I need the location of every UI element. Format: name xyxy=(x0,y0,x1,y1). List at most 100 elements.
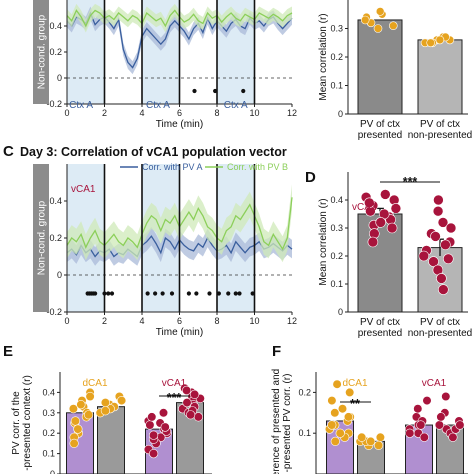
data-point xyxy=(182,398,192,408)
significance-stars: *** xyxy=(403,175,418,189)
category-label: PV of ctx presented xyxy=(358,119,402,141)
category-label: PV of ctx non-presented xyxy=(408,317,473,339)
data-point xyxy=(147,412,157,422)
group-side-label: Non-cond. group xyxy=(37,14,48,89)
panel-label: C xyxy=(3,143,14,160)
y-tick-label: 0 xyxy=(50,469,55,474)
x-tick-label: 8 xyxy=(214,316,219,326)
data-point xyxy=(367,236,379,248)
group-label: vCA1 xyxy=(422,378,447,389)
data-point xyxy=(76,400,86,410)
data-point xyxy=(416,420,426,430)
data-point xyxy=(100,398,110,408)
event-dot xyxy=(145,291,150,296)
data-point xyxy=(430,231,441,242)
data-point xyxy=(455,420,465,430)
data-point xyxy=(149,430,159,440)
y-tick-label: 0.2 xyxy=(49,233,62,243)
y-axis-label: PV corr. of the-presented context (r) xyxy=(11,375,33,471)
data-point xyxy=(366,436,376,447)
group-side-label-box xyxy=(33,0,49,104)
data-point xyxy=(388,21,398,31)
data-point xyxy=(70,416,80,426)
event-dot xyxy=(160,291,165,296)
y-tick-label: 0.3 xyxy=(330,223,343,233)
data-point xyxy=(440,239,451,251)
event-dot xyxy=(216,291,221,296)
y-axis-label-line: -presented PV corr. (r) xyxy=(282,374,293,473)
significance-stars: ** xyxy=(350,397,360,411)
event-dot xyxy=(169,291,175,296)
data-point xyxy=(190,389,200,400)
category-label-line: PV of ctx xyxy=(360,317,400,328)
data-point xyxy=(373,24,383,33)
legend-label: Corr. with PV B xyxy=(227,162,288,172)
y-tick-label: 0.3 xyxy=(42,408,55,418)
x-axis-label: Time (min) xyxy=(156,327,203,338)
event-dot xyxy=(241,88,246,94)
group-label: dCA1 xyxy=(82,378,107,389)
y-axis-label-line: erence of presented and xyxy=(271,369,282,474)
event-dot xyxy=(186,291,191,296)
category-label-line: PV of ctx xyxy=(420,317,460,328)
data-point xyxy=(436,273,447,284)
y-tick-label: 0.4 xyxy=(330,195,343,205)
panel-label: D xyxy=(305,169,316,186)
data-point xyxy=(375,217,387,228)
bar xyxy=(357,19,403,115)
data-point xyxy=(445,222,457,234)
x-tick-label: 12 xyxy=(287,108,297,118)
y-tick-label: 0.2 xyxy=(49,47,62,57)
x-tick-label: 2 xyxy=(102,108,107,118)
x-tick-label: 0 xyxy=(64,108,69,118)
data-point xyxy=(182,385,192,396)
region-label: vCA1 xyxy=(71,184,96,195)
event-dot xyxy=(213,88,218,94)
data-point xyxy=(145,420,155,430)
event-dot xyxy=(93,291,98,296)
data-point xyxy=(149,449,159,459)
group-side-label-box xyxy=(33,164,49,312)
category-label-line: non-presented xyxy=(408,130,473,141)
x-tick-label: 12 xyxy=(287,316,297,326)
y-axis-label-line: -presented context (r) xyxy=(22,375,33,471)
y-axis-label: Mean correlation (r) xyxy=(318,13,329,100)
region-label: vCA1 xyxy=(352,202,377,213)
y-axis-label-line: Mean correlation (r) xyxy=(318,198,329,285)
data-point xyxy=(330,436,340,447)
data-point xyxy=(337,404,348,414)
y-tick-label: 0 xyxy=(57,270,62,280)
data-point xyxy=(434,420,445,430)
event-dot xyxy=(106,291,111,296)
y-tick-label: 0.1 xyxy=(330,279,343,289)
event-dot xyxy=(192,88,197,94)
data-point xyxy=(433,194,444,206)
data-point xyxy=(69,438,79,449)
y-tick-label: 0.1 xyxy=(330,81,343,91)
data-point xyxy=(418,250,430,262)
y-tick-label: 0 xyxy=(338,109,343,119)
group-side-label: Non-cond. group xyxy=(37,200,48,275)
data-point xyxy=(360,15,370,25)
x-axis-label: Time (min) xyxy=(156,119,203,130)
data-point xyxy=(426,38,436,48)
y-tick-label: 0 xyxy=(57,73,62,83)
panel-label: E xyxy=(3,343,13,360)
y-axis-label-line: PV corr. of the xyxy=(11,391,22,455)
data-point xyxy=(374,440,384,451)
category-label-line: PV of ctx xyxy=(360,119,400,130)
category-label-line: presented xyxy=(358,328,402,339)
event-dot xyxy=(109,291,115,296)
significance-stars: *** xyxy=(167,391,182,405)
category-label-line: PV of ctx xyxy=(420,119,460,130)
x-tick-label: 0 xyxy=(64,316,69,326)
data-point xyxy=(448,432,458,442)
data-point xyxy=(422,396,432,406)
data-point xyxy=(100,406,110,416)
x-tick-label: 6 xyxy=(177,108,182,118)
y-axis-label: erence of presented and-presented PV cor… xyxy=(271,369,293,474)
category-label-line: non-presented xyxy=(408,328,473,339)
data-point xyxy=(160,422,170,432)
y-axis-label-line: Mean correlation (r) xyxy=(318,13,329,100)
